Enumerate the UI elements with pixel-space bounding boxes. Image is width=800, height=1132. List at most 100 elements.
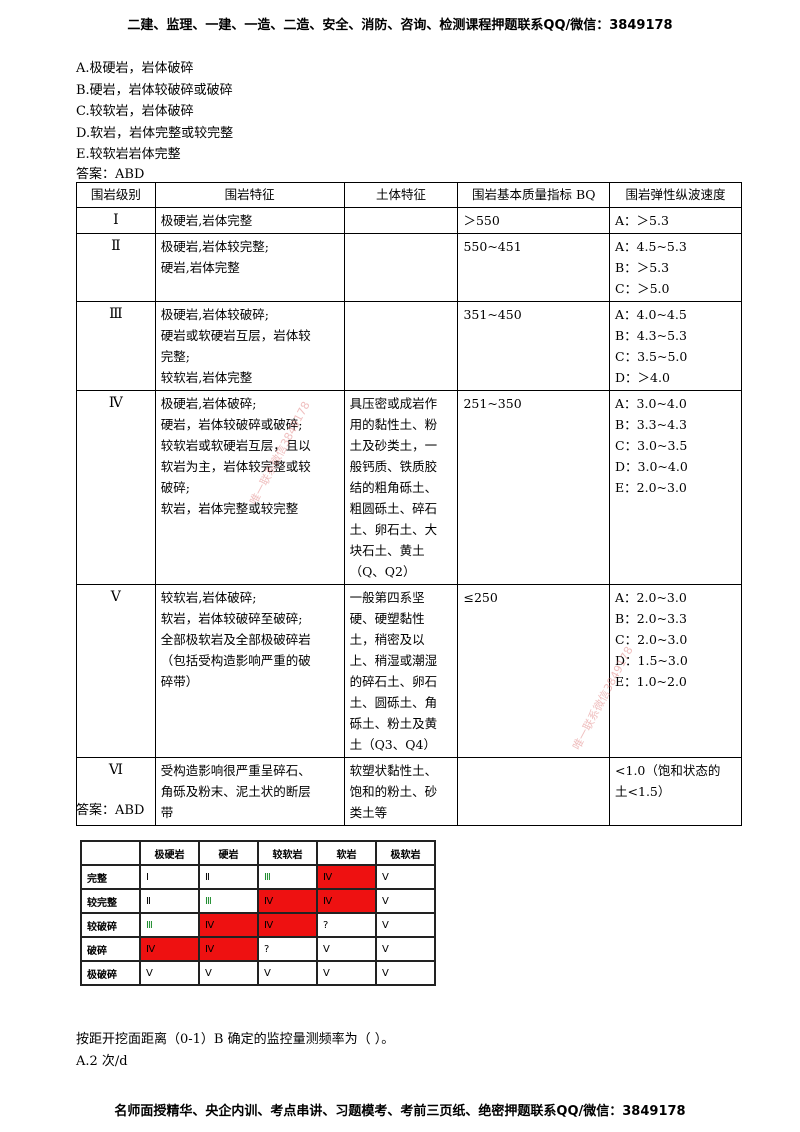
cell-line: 351~450: [463, 307, 522, 322]
cell-line: 较软岩,岩体完整: [160, 370, 253, 385]
cell-line: 较软岩或软硬岩互层，且以: [160, 438, 311, 453]
answer-bottom: 答案：ABD: [76, 803, 145, 818]
answer-top: 答案：ABD: [76, 167, 145, 182]
rock-feature-cell: 极硬岩,岩体完整: [154, 207, 345, 234]
header-rock: 围岩特征: [154, 182, 345, 208]
question-option-a: A.2 次/d: [76, 1054, 128, 1069]
table-header-row: 围岩级别 围岩特征 土体特征 围岩基本质量指标 BQ 围岩弹性纵波速度: [76, 182, 742, 208]
velocity-cell: A：4.5~5.3 B：＞5.3 C：＞5.0: [609, 233, 742, 302]
cell-line: 土及砂类土，一: [349, 438, 438, 453]
cell-line: 破碎;: [160, 480, 190, 495]
cell-line: C：3.0~3.5: [615, 438, 688, 453]
grade-cell: Ⅰ: [76, 207, 156, 234]
matrix-row: 破碎 Ⅳ Ⅳ? Ⅴ Ⅴ: [80, 936, 436, 962]
matrix-row: 较破碎 Ⅲ Ⅳ Ⅳ? Ⅴ: [80, 912, 436, 938]
grade-cell: Ⅲ: [76, 301, 156, 391]
cell-line: A：＞5.3: [615, 213, 669, 228]
matrix-cell: Ⅳ: [257, 888, 318, 914]
cell-line: 饱和的粉土、砂: [349, 784, 438, 799]
bq-cell: 550~451: [457, 233, 611, 302]
bq-cell: 351~450: [457, 301, 611, 391]
matrix-cell: Ⅴ: [316, 960, 377, 986]
rock-feature-cell: 受构造影响很严重呈碎石、 角砾及粉末、泥土状的断层带: [154, 757, 345, 826]
matrix-cell: Ⅴ: [375, 912, 436, 938]
grade-cell: Ⅱ: [76, 233, 156, 302]
matrix-cell: Ⅳ: [198, 912, 259, 938]
matrix-cell: Ⅲ: [198, 888, 259, 914]
matrix-cell: Ⅴ: [375, 936, 436, 962]
cell-line: 软岩，岩体完整或较完整: [160, 501, 299, 516]
rock-grade-matrix: 极硬岩 硬岩 较软岩 软岩 极软岩 完整 Ⅰ Ⅱ Ⅲ Ⅳ Ⅴ 较完整 Ⅱ Ⅲ Ⅳ Ⅳ Ⅴ 较破碎 Ⅲ Ⅳ Ⅳ? Ⅴ 破碎 Ⅳ Ⅳ…: [80, 840, 436, 986]
matrix-cell: ?: [257, 936, 318, 962]
cell-line: ＞550: [463, 213, 500, 228]
matrix-row: 极破碎 Ⅴ Ⅴ Ⅴ Ⅴ Ⅴ: [80, 960, 436, 986]
option-d: D.软岩，岩体完整或较完整: [76, 125, 234, 141]
cell-line: C：2.0~3.0: [615, 632, 688, 647]
bq-cell: [457, 757, 611, 826]
cell-line: E：2.0~3.0: [615, 480, 687, 495]
matrix-row-header: 较破碎: [80, 912, 141, 938]
matrix-cell: Ⅴ: [257, 960, 318, 986]
matrix-col-header: 硬岩: [198, 840, 259, 866]
bq-cell: 251~350: [457, 390, 611, 585]
page-footer: 名师面授精华、央企内训、考点串讲、习题模考、考前三页纸、绝密押题联系QQ/微信：…: [114, 1104, 686, 1119]
header-soil: 土体特征: [343, 182, 459, 208]
cell-line: 一般第四系坚: [349, 590, 425, 605]
cell-line: 块石土、黄土: [349, 543, 425, 558]
soil-feature-cell: 软塑状黏性土、 饱和的粉土、砂 类土等: [343, 757, 459, 826]
cell-line: D：＞4.0: [615, 370, 670, 385]
header-grade: 围岩级别: [76, 182, 156, 208]
matrix-cell: Ⅴ: [139, 960, 200, 986]
cell-line: <1.0（饱和状态的: [615, 763, 721, 778]
cell-line: 的碎石土、卵石: [349, 674, 438, 689]
cell-line: ≤250: [463, 590, 498, 605]
velocity-cell: A：4.0~4.5 B：4.3~5.3 C：3.5~5.0 D：＞4.0: [609, 301, 742, 391]
cell-line: 受构造影响很严重呈碎石、: [160, 763, 311, 778]
cell-line: D：3.0~4.0: [615, 459, 688, 474]
cell-line: 较软岩,岩体破碎;: [160, 590, 257, 605]
rock-feature-cell: 较软岩,岩体破碎; 软岩，岩体较破碎至破碎; 全部极软岩及全部极破碎岩 （包括受构造影…: [154, 584, 345, 758]
cell-line: C：＞5.0: [615, 281, 670, 296]
matrix-row: 较完整 Ⅱ Ⅲ Ⅳ Ⅳ Ⅴ: [80, 888, 436, 914]
page-header: 二建、监理、一建、一造、二造、安全、消防、咨询、检测课程押题联系QQ/微信：38…: [127, 18, 673, 33]
matrix-cell: Ⅴ: [375, 888, 436, 914]
cell-line: D：1.5~3.0: [615, 653, 688, 668]
rock-feature-cell: 极硬岩,岩体较破碎; 硬岩或软硬岩互层，岩体较 完整; 较软岩,岩体完整: [154, 301, 345, 391]
matrix-cell: Ⅲ: [139, 912, 200, 938]
matrix-cell: Ⅳ: [139, 936, 200, 962]
cell-line: B：4.3~5.3: [615, 328, 687, 343]
cell-line: 土，稍密及以: [349, 632, 425, 647]
option-b: B.硬岩，岩体较破碎或破碎: [76, 82, 233, 98]
soil-feature-cell: 具压密或成岩作 用的黏性土、粉 土及砂类土，一 般钙质、铁质胶 结的粗角砾土、 粗圆砾土、…: [343, 390, 459, 585]
matrix-cell: Ⅴ: [316, 936, 377, 962]
cell-line: 般钙质、铁质胶: [349, 459, 438, 474]
matrix-header-row: 极硬岩 硬岩 较软岩 软岩 极软岩: [80, 840, 436, 866]
matrix-cell: Ⅱ: [139, 888, 200, 914]
cell-line: 角砾及粉末、泥土状的断层: [160, 784, 311, 799]
matrix-body: 极硬岩 硬岩 较软岩 软岩 极软岩 完整 Ⅰ Ⅱ Ⅲ Ⅳ Ⅴ 较完整 Ⅱ Ⅲ Ⅳ Ⅳ Ⅴ 较破碎 Ⅲ Ⅳ Ⅳ? Ⅴ 破碎 Ⅳ Ⅳ…: [80, 840, 436, 986]
cell-line: （包括受构造影响严重的破: [160, 653, 311, 668]
cell-line: 上、稍湿或潮湿: [349, 653, 438, 668]
cell-line: 完整;: [160, 349, 190, 364]
cell-line: （Q、Q2）: [349, 564, 416, 579]
matrix-col-header: 极软岩: [375, 840, 436, 866]
matrix-row: 完整 Ⅰ Ⅱ Ⅲ Ⅳ Ⅴ: [80, 864, 436, 890]
cell-line: 土（Q3、Q4）: [349, 737, 436, 752]
cell-line: A：4.0~4.5: [615, 307, 687, 322]
cell-line: 251~350: [463, 396, 522, 411]
table-row: Ⅱ 极硬岩,岩体较完整; 硬岩,岩体完整 550~451 A：4.5~5.3 B：＞5.3…: [76, 233, 742, 302]
matrix-cell: Ⅳ: [316, 864, 377, 890]
options-list: A.极硬岩，岩体破碎 B.硬岩，岩体较破碎或破碎 C.较软岩，岩体破碎 D.软岩…: [76, 58, 233, 166]
cell-line: 砾土、粉土及黄: [349, 716, 438, 731]
cell-line: A：4.5~5.3: [615, 239, 687, 254]
bq-cell: ＞550: [457, 207, 611, 234]
cell-line: 极硬岩,岩体较完整;: [160, 239, 269, 254]
matrix-cell: ?: [316, 912, 377, 938]
rock-feature-cell: 极硬岩,岩体破碎; 硬岩，岩体较破碎或破碎; 较软岩或软硬岩互层，且以 软岩为主，岩体…: [154, 390, 345, 585]
matrix-cell: Ⅳ: [257, 912, 318, 938]
matrix-row-header: 完整: [80, 864, 141, 890]
cell-line: 土、卵石土、大: [349, 522, 438, 537]
table-row: Ⅵ 受构造影响很严重呈碎石、 角砾及粉末、泥土状的断层带软塑状黏性土、 饱和的粉土、砂…: [76, 757, 742, 826]
matrix-corner: [80, 840, 141, 866]
bq-cell: ≤250: [457, 584, 611, 758]
